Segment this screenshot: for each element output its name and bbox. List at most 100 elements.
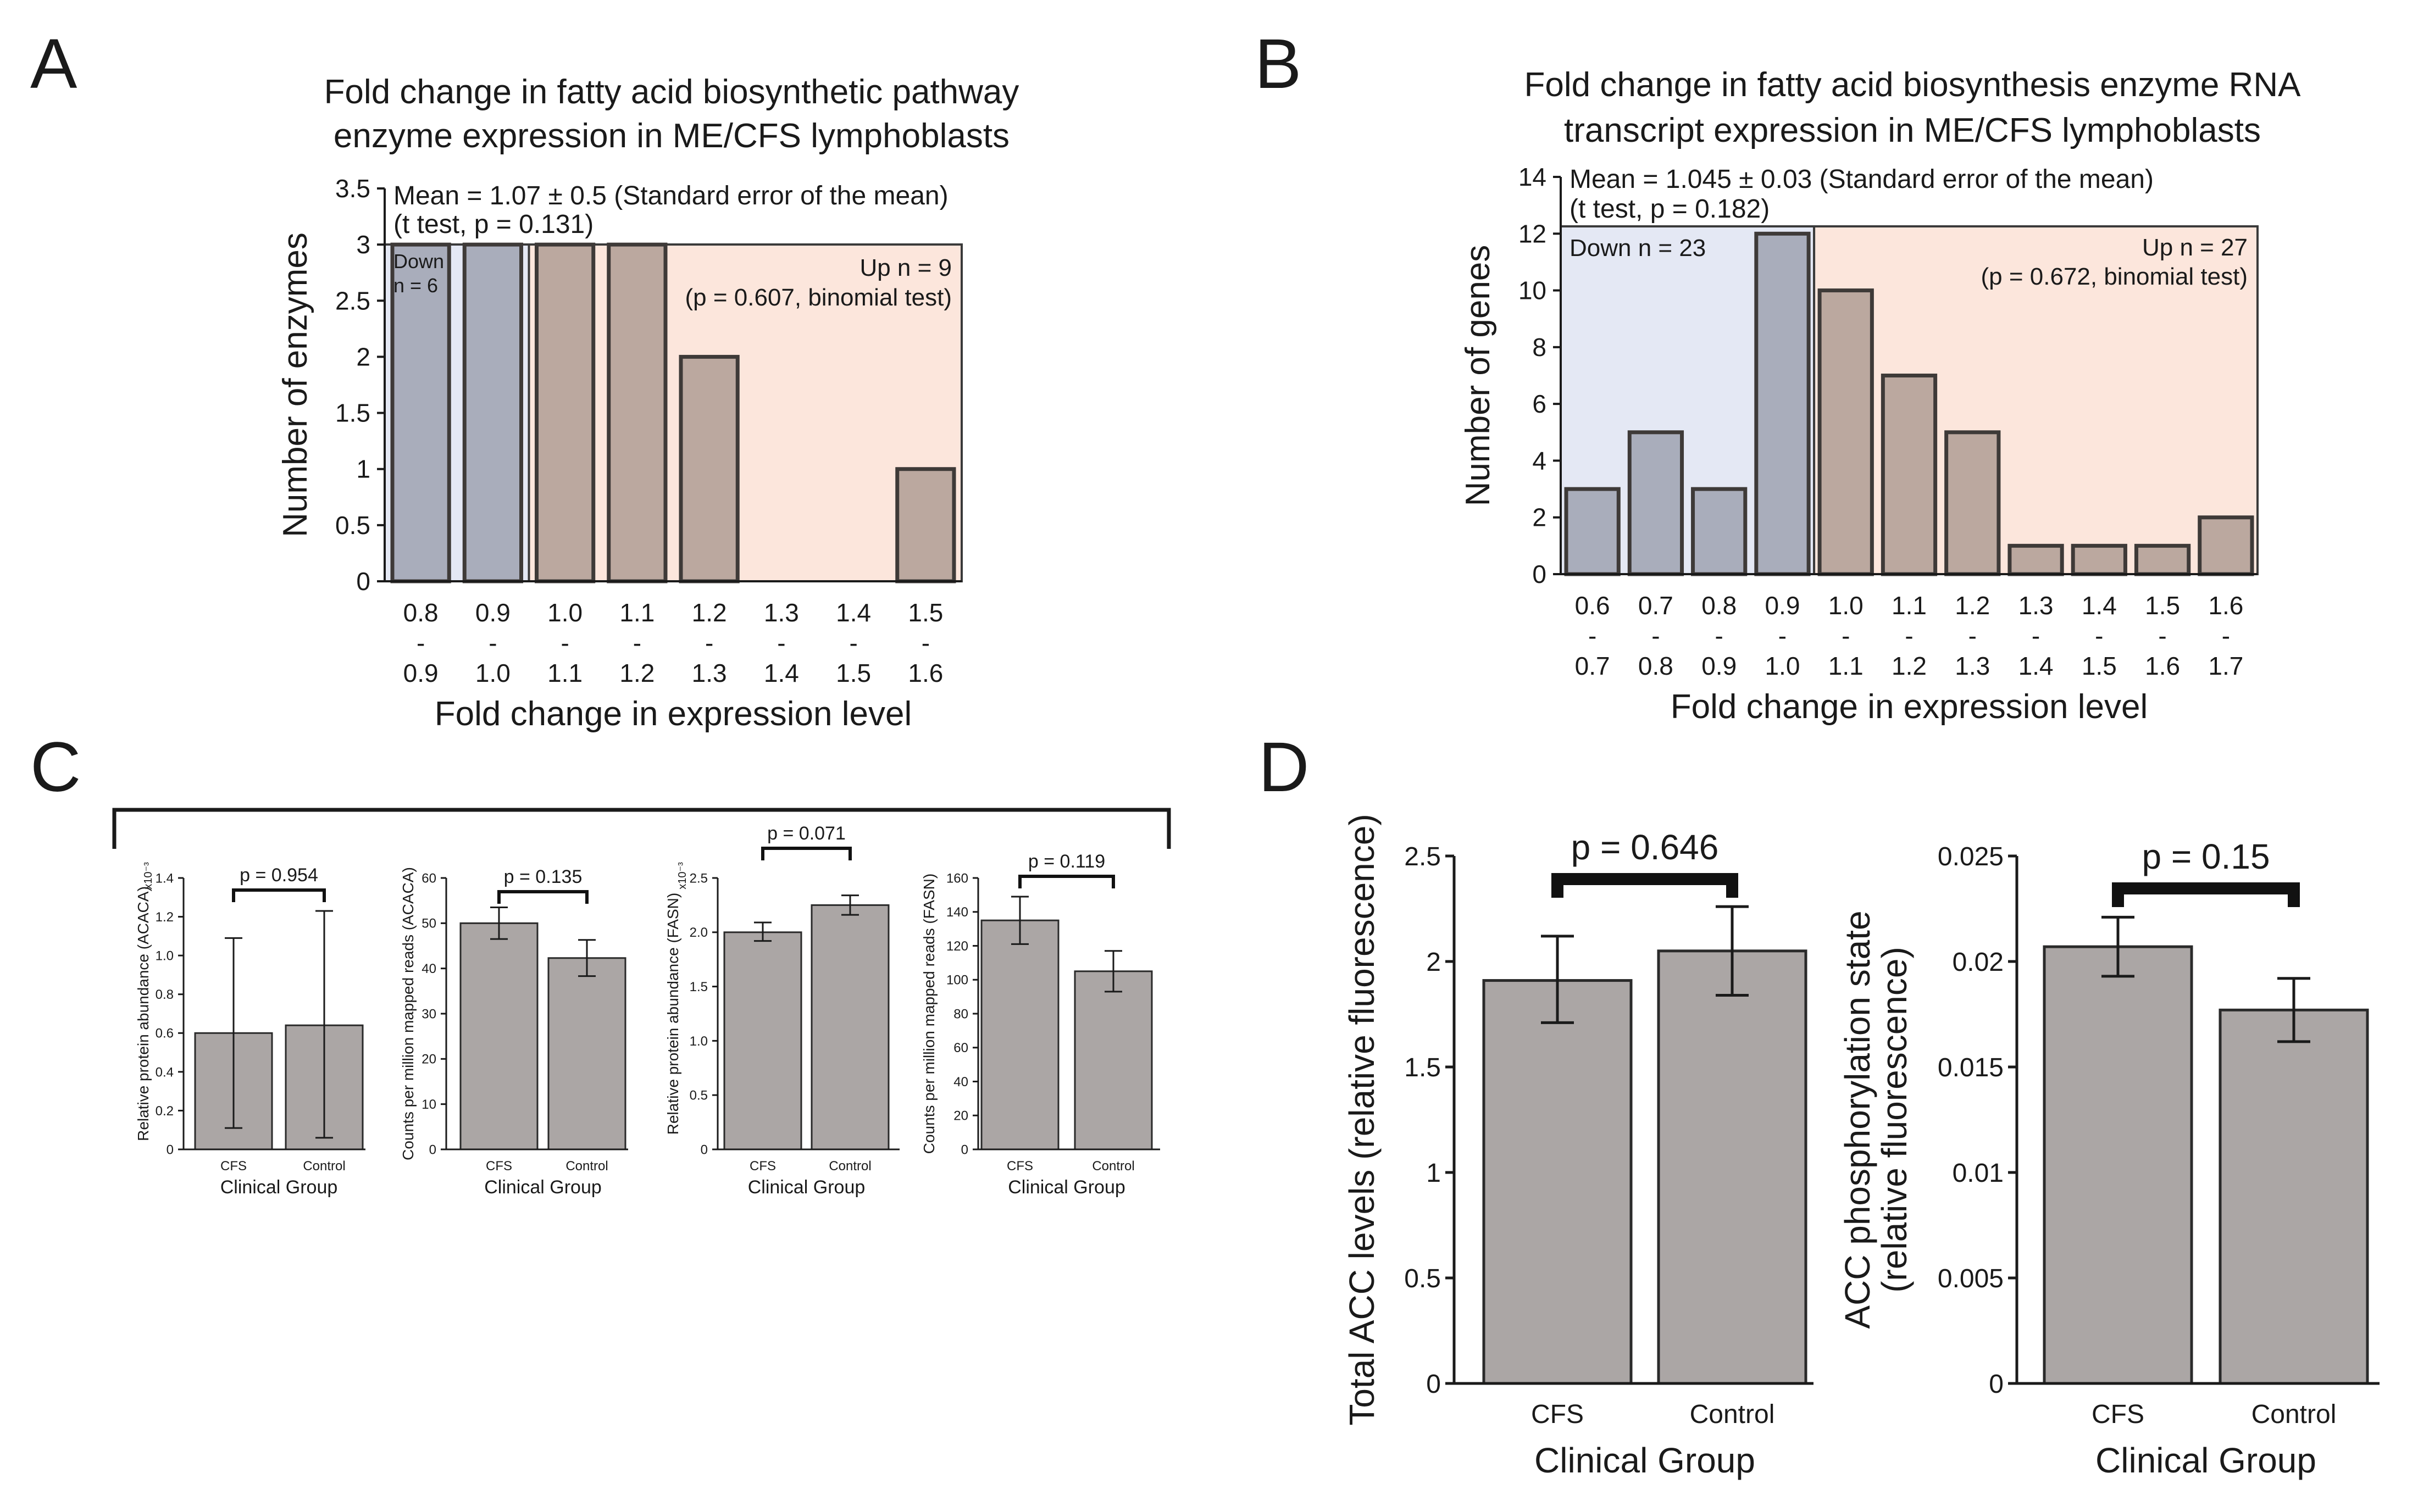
x-tick-label-top: 1.0 [1828, 591, 1864, 620]
x-tick-label-dash: - [2222, 621, 2230, 650]
x-tick-label-top: 0.9 [475, 598, 511, 627]
y-tick-label: 0 [429, 1142, 436, 1157]
y-tick-label: 1 [356, 455, 370, 483]
x-tick-label-top: 1.4 [2082, 591, 2117, 620]
panel-letter-d: D [1258, 728, 1309, 807]
y-axis-title: Relative protein abundance (ACACA) [135, 886, 152, 1141]
x-category-label: CFS [220, 1159, 247, 1174]
x-tick-label-dash: - [1588, 621, 1596, 650]
y-axis-title: Counts per million mapped reads (FASN) [920, 874, 938, 1154]
y-tick-label: 30 [422, 1007, 436, 1021]
bar-cfs [980, 919, 1060, 1150]
y-tick-label: 0.02 [1953, 948, 2004, 977]
x-tick-label-dash: - [1715, 621, 1723, 650]
x-category-label: Control [829, 1159, 871, 1174]
chart-title-line1: Fold change in fatty acid biosynthesis e… [1524, 66, 2301, 104]
histogram-bar [607, 242, 668, 583]
y-axis-title: Relative protein abundance (FASN) [664, 893, 681, 1135]
y-tick-label: 2 [1426, 948, 1441, 977]
x-tick-label-top: 0.8 [403, 598, 439, 627]
panel-d1-total-acc: CFS Control 0 0.5 1 1.5 2 2.5 p = 0.646 Clinical … [1342, 814, 1814, 1480]
binomial-test-label: (p = 0.672, binomial test) [1981, 263, 2248, 290]
x-tick-label-dash: - [2032, 621, 2040, 650]
chart-title-line2: enzyme expression in ME/CFS lymphoblasts [334, 117, 1010, 155]
histogram-bar [895, 467, 956, 583]
chart-title-line2: transcript expression in ME/CFS lymphobl… [1564, 112, 2261, 149]
y-tick-label: 0.5 [1404, 1264, 1441, 1293]
mean-annotation: Mean = 1.045 ± 0.03 (Standard error of t… [1570, 165, 2154, 194]
bar-cfs [723, 931, 802, 1150]
y-tick-label: 2.5 [690, 871, 708, 886]
histogram-bar [679, 354, 740, 583]
histogram-bar [1754, 231, 1811, 576]
y-tick-label: 0 [356, 567, 370, 596]
bar-control [2219, 1008, 2369, 1385]
histogram-bar [2134, 543, 2191, 576]
histogram-bar [1691, 487, 1748, 576]
x-tick-label-top: 1.3 [2018, 591, 2054, 620]
y-tick-label: 0.025 [1938, 842, 2004, 871]
y-axis-exponent: x10⁻³ [142, 862, 154, 890]
y-tick-label: 3 [356, 230, 370, 259]
up-region [528, 243, 963, 582]
x-tick-label-bottom: 1.3 [692, 659, 727, 687]
x-tick-label-bottom: 1.3 [1955, 652, 1990, 680]
binomial-test-label: (p = 0.607, binomial test) [685, 284, 952, 311]
y-tick-label: 0 [1426, 1370, 1441, 1399]
y-tick-label: 100 [946, 973, 968, 988]
x-tick-label-top: 0.9 [1765, 591, 1800, 620]
panel-c2-acaca-rna: CFS Control 0 10 20 30 40 50 60 p = 0.135 Clinical… [400, 866, 628, 1198]
y-tick-label: 0 [961, 1142, 968, 1157]
x-axis-title: Clinical Group [220, 1177, 338, 1198]
ttest-annotation: (t test, p = 0.182) [1570, 194, 1770, 224]
y-axis-title-line2: (relative fluorescence) [1874, 947, 1914, 1293]
y-tick-label: 10 [422, 1097, 436, 1112]
x-tick-label-bottom: 1.5 [2082, 652, 2117, 680]
x-tick-label-top: 1.2 [1955, 591, 1990, 620]
x-tick-label-dash: - [705, 629, 713, 657]
panel-a-histogram: 00.511.522.533.50.8-0.90.9-1.01.0-1.11.1… [276, 73, 1019, 733]
y-tick-label: 20 [953, 1109, 968, 1124]
y-tick-label: 0.6 [156, 1026, 174, 1041]
y-tick-label: 0.5 [690, 1088, 708, 1103]
x-tick-label-bottom: 0.8 [1638, 652, 1673, 680]
histogram-bar [2071, 543, 2127, 576]
y-axis-title: Total ACC levels (relative fluorescence) [1342, 814, 1382, 1425]
y-tick-label: 140 [946, 905, 968, 920]
y-tick-label: 80 [953, 1007, 968, 1021]
panel-c1-acaca-protein: CFS Control 0 0.2 0.4 0.6 0.8 1.0 1.2 1.4 p = 0.95… [135, 862, 365, 1198]
x-tick-label-top: 0.8 [1701, 591, 1737, 620]
down-count-label: Down n = 23 [1570, 235, 1706, 262]
panel-d2-acc-phosphorylation: CFS Control 0 0.005 0.01 0.015 0.02 0.025 p = 0.… [1838, 837, 2380, 1480]
y-tick-label: 2 [1532, 503, 1546, 532]
x-tick-label-top: 1.1 [1892, 591, 1927, 620]
x-category-label: CFS [1007, 1159, 1033, 1174]
x-tick-label-bottom: 1.4 [764, 659, 799, 687]
x-tick-label-top: 1.4 [836, 598, 871, 627]
x-tick-label-dash: - [1778, 621, 1787, 650]
chart-title-line1: Fold change in fatty acid biosynthetic p… [324, 73, 1019, 111]
panel-letter-c: C [30, 728, 81, 807]
p-value-label: p = 0.071 [767, 823, 846, 844]
x-tick-label-bottom: 1.1 [1828, 652, 1864, 680]
y-tick-label: 60 [953, 1041, 968, 1055]
histogram-bar [2198, 515, 2254, 576]
significance-bracket [1551, 873, 1738, 898]
up-count-label: Up n = 27 [2142, 234, 2248, 261]
down-count-label: Down [393, 250, 444, 273]
y-tick-label: 1.0 [156, 949, 174, 964]
histogram-bar [462, 242, 523, 583]
bar-cfs [1482, 979, 1633, 1385]
bar-control [547, 957, 626, 1150]
x-tick-label-bottom: 0.7 [1575, 652, 1610, 680]
x-category-label: CFS [1531, 1400, 1584, 1429]
x-tick-label-top: 0.6 [1575, 591, 1610, 620]
y-tick-label: 40 [953, 1075, 968, 1089]
y-tick-label: 12 [1518, 219, 1546, 248]
x-tick-label-dash: - [777, 629, 785, 657]
x-tick-label-top: 1.2 [692, 598, 727, 627]
bar-control [1074, 970, 1153, 1150]
down-count-label-2: n = 6 [393, 274, 438, 297]
x-category-label: Control [303, 1159, 345, 1174]
